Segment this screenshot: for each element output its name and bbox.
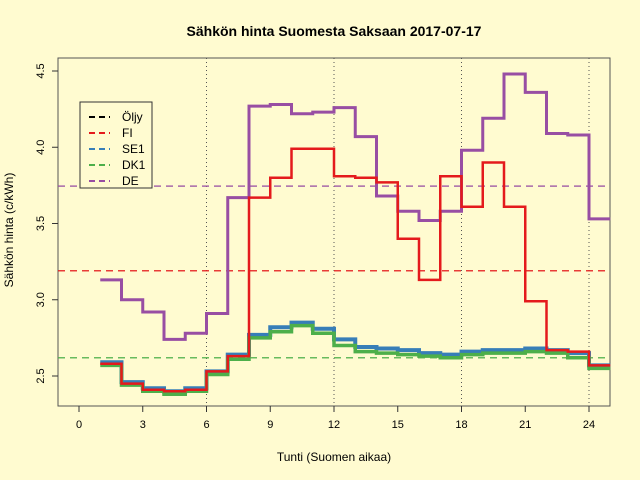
x-tick-label: 24 xyxy=(583,419,595,431)
y-tick-label: 2.5 xyxy=(35,368,47,383)
series-line-de xyxy=(100,72,611,341)
legend-box xyxy=(79,101,153,189)
legend-label: DE xyxy=(122,174,139,188)
x-axis-label: Tunti (Suomen aikaa) xyxy=(277,450,391,464)
x-tick-label: 0 xyxy=(76,419,82,431)
x-tick-label: 21 xyxy=(519,419,531,431)
x-tick-label: 18 xyxy=(455,419,467,431)
x-tick-label: 12 xyxy=(328,419,340,431)
x-tick-label: 15 xyxy=(392,419,404,431)
legend: Öljy FI SE1 DK1 DE xyxy=(79,101,153,189)
x-tick-label: 3 xyxy=(140,419,146,431)
y-tick-label: 3.0 xyxy=(35,292,47,307)
x-tick-label: 6 xyxy=(203,419,209,431)
x-tick-label: 9 xyxy=(267,419,273,431)
legend-label: Öljy xyxy=(122,110,143,124)
series-line-fi xyxy=(100,147,611,393)
legend-label: DK1 xyxy=(122,158,146,172)
y-tick-label: 4.5 xyxy=(35,63,47,78)
chart-title: Sähkön hinta Suomesta Saksaan 2017-07-17 xyxy=(187,23,482,39)
legend-label: FI xyxy=(122,126,133,140)
y-tick-label: 4.0 xyxy=(35,140,47,155)
y-axis-label: Sähkön hinta (c/kWh) xyxy=(2,173,16,288)
y-tick-label: 3.5 xyxy=(35,216,47,231)
legend-label: SE1 xyxy=(122,142,145,156)
